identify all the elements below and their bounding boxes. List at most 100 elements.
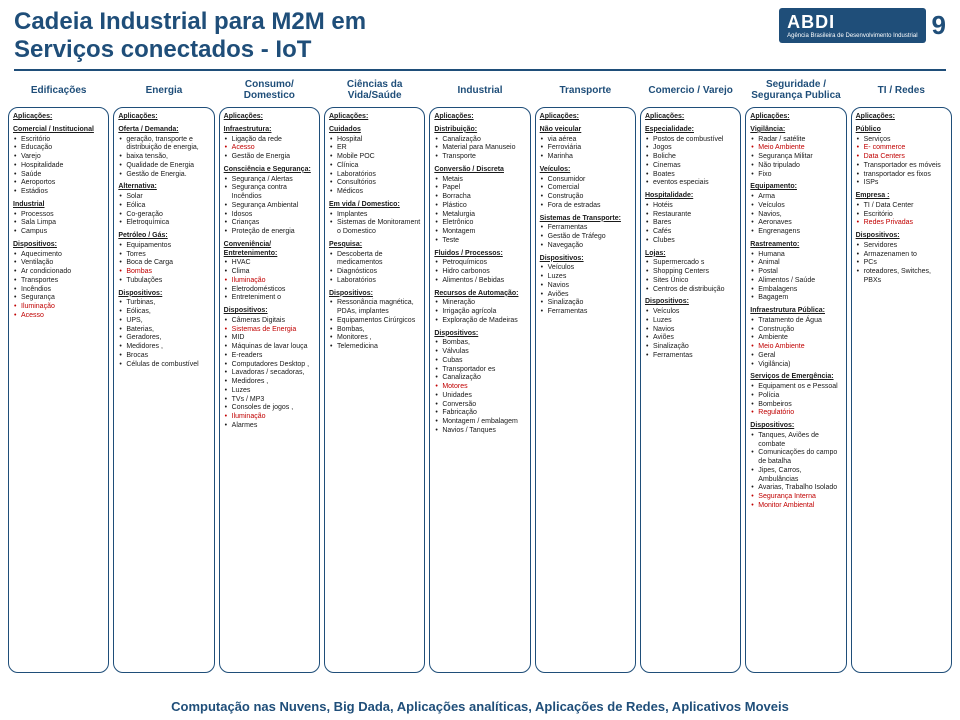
list-item: MID bbox=[232, 334, 315, 343]
section-list: PetroquímicosHidro carbonosAlimentos / B… bbox=[434, 259, 525, 285]
list-item: Fora de estradas bbox=[548, 202, 631, 211]
list-item: Conversão bbox=[442, 401, 525, 410]
list-item: Eletrônico bbox=[442, 219, 525, 228]
list-item: Veículos bbox=[548, 264, 631, 273]
list-item: Motores bbox=[442, 383, 525, 392]
list-item: Escritório bbox=[864, 211, 947, 220]
section-title: Fluidos / Processos: bbox=[434, 250, 525, 259]
list-item: Idosos bbox=[232, 211, 315, 220]
list-item: TVs / MP3 bbox=[232, 396, 315, 405]
list-item: Diagnósticos bbox=[337, 268, 420, 277]
list-item: Medidores , bbox=[232, 378, 315, 387]
list-item: Exploração de Madeiras bbox=[442, 317, 525, 326]
list-item: Sistemas de Energia bbox=[232, 326, 315, 335]
list-item: Boates bbox=[653, 171, 736, 180]
list-item: Lavadoras / secadoras, bbox=[232, 369, 315, 378]
section-list: EquipamentosTorresBoca de CargaBombasTub… bbox=[118, 242, 209, 286]
list-item: Fixo bbox=[758, 171, 841, 180]
list-item: Aeronaves bbox=[758, 219, 841, 228]
list-item: Aeroportos bbox=[21, 179, 104, 188]
column-3: Ciências da Vida/SaúdeAplicações:Cuidado… bbox=[324, 77, 425, 673]
section-title: Dispositivos: bbox=[434, 330, 525, 339]
list-item: Geral bbox=[758, 352, 841, 361]
list-item: Animal bbox=[758, 259, 841, 268]
list-item: Aviões bbox=[548, 291, 631, 300]
list-item: Jogos bbox=[653, 144, 736, 153]
list-item: Papel bbox=[442, 184, 525, 193]
list-item: Brocas bbox=[126, 352, 209, 361]
list-item: Navios / Tanques bbox=[442, 427, 525, 436]
list-item: Arma bbox=[758, 193, 841, 202]
list-item: Varejo bbox=[21, 153, 104, 162]
list-item: baixa tensão, bbox=[126, 153, 209, 162]
section-list: ProcessosSala LimpaCampus bbox=[13, 211, 104, 237]
list-item: Navios, bbox=[758, 211, 841, 220]
section-title: Alternativa: bbox=[118, 183, 209, 192]
list-item: Radar / satélite bbox=[758, 136, 841, 145]
columns-container: EdificaçõesAplicações:Comercial / Instit… bbox=[0, 77, 960, 673]
list-item: Escritório bbox=[21, 136, 104, 145]
list-item: Armazenamen to bbox=[864, 251, 947, 260]
list-item: Ferroviária bbox=[548, 144, 631, 153]
section-title: Dispositivos: bbox=[329, 290, 420, 299]
list-item: Não tripulado bbox=[758, 162, 841, 171]
section-list: Tratamento de ÁguaConstruçãoAmbienteMeio… bbox=[750, 317, 841, 370]
list-item: TI / Data Center bbox=[864, 202, 947, 211]
section-list: Turbinas,Eólicas,UPS,Baterias,Geradores,… bbox=[118, 299, 209, 369]
list-item: Veículos bbox=[653, 308, 736, 317]
section-list: HumanaAnimalPostalAlimentos / SaúdeEmbal… bbox=[750, 251, 841, 304]
list-item: Consultórios bbox=[337, 179, 420, 188]
list-item: Geradores, bbox=[126, 334, 209, 343]
list-item: Boca de Carga bbox=[126, 259, 209, 268]
column-header: Consumo/ Domestico bbox=[219, 77, 320, 103]
list-item: Plástico bbox=[442, 202, 525, 211]
column-6: Comercio / VarejoAplicações:Especialidad… bbox=[640, 77, 741, 673]
section-title: Não veicular bbox=[540, 126, 631, 135]
list-item: Sinalização bbox=[548, 299, 631, 308]
section-title: Aplicações: bbox=[856, 113, 947, 122]
list-item: Mineração bbox=[442, 299, 525, 308]
list-item: Cubas bbox=[442, 357, 525, 366]
column-body: Aplicações:Distribuição:CanalizaçãoMater… bbox=[429, 107, 530, 673]
list-item: Baterias, bbox=[126, 326, 209, 335]
list-item: Navios bbox=[548, 282, 631, 291]
list-item: Eletrodomésticos bbox=[232, 286, 315, 295]
section-title: Cuidados bbox=[329, 126, 420, 135]
logo-area: ABDI Agência Brasileira de Desenvolvimen… bbox=[779, 8, 946, 43]
section-title: Aplicações: bbox=[118, 113, 209, 122]
list-item: Tanques, Aviões de combate bbox=[758, 432, 841, 450]
section-title: Aplicações: bbox=[750, 113, 841, 122]
list-item: Tratamento de Água bbox=[758, 317, 841, 326]
column-body: Aplicações:Comercial / InstitucionalEscr… bbox=[8, 107, 109, 673]
list-item: Cinemas bbox=[653, 162, 736, 171]
list-item: Alimentos / Bebidas bbox=[442, 277, 525, 286]
list-item: Ferramentas bbox=[653, 352, 736, 361]
section-list: Tanques, Aviões de combateComunicações d… bbox=[750, 432, 841, 511]
list-item: Entreteniment o bbox=[232, 294, 315, 303]
list-item: Serviços bbox=[864, 136, 947, 145]
list-item: Transporte bbox=[442, 153, 525, 162]
list-item: Iluminação bbox=[21, 303, 104, 312]
section-title: Petróleo / Gás: bbox=[118, 232, 209, 241]
section-list: SolarEólicaCo-geraçãoEletroquímica bbox=[118, 193, 209, 228]
section-list: Postos de combustívelJogosBolicheCinemas… bbox=[645, 136, 736, 189]
section-title: Dispositivos: bbox=[750, 422, 841, 431]
list-item: Segurança contra Incêndios bbox=[232, 184, 315, 202]
list-item: Iluminação bbox=[232, 277, 315, 286]
list-item: Irrigação agrícola bbox=[442, 308, 525, 317]
section-list: VeículosLuzesNaviosAviõesSinalizaçãoFerr… bbox=[645, 308, 736, 361]
list-item: Telemedicina bbox=[337, 343, 420, 352]
column-0: EdificaçõesAplicações:Comercial / Instit… bbox=[8, 77, 109, 673]
list-item: Bagagem bbox=[758, 294, 841, 303]
divider bbox=[14, 69, 946, 71]
list-item: eventos especiais bbox=[653, 179, 736, 188]
list-item: Gestão de Energia. bbox=[126, 171, 209, 180]
section-title: Consciência e Segurança: bbox=[224, 166, 315, 175]
section-list: TI / Data CenterEscritórioRedes Privadas bbox=[856, 202, 947, 228]
list-item: Ventilação bbox=[21, 259, 104, 268]
list-item: Ferramentas bbox=[548, 308, 631, 317]
list-item: Meio Ambiente bbox=[758, 343, 841, 352]
section-title: Dispositivos: bbox=[540, 255, 631, 264]
list-item: Computadores Desktop , bbox=[232, 361, 315, 370]
column-body: Aplicações:CuidadosHospitalERMobile POCC… bbox=[324, 107, 425, 673]
